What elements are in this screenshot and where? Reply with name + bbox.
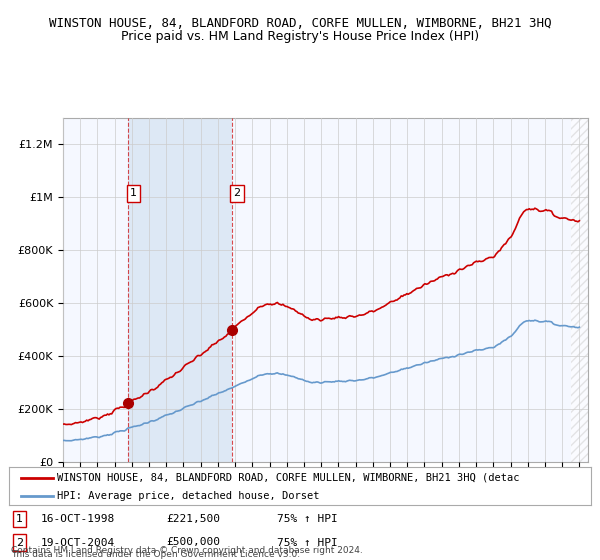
Text: 1: 1 <box>130 188 137 198</box>
Text: £500,000: £500,000 <box>166 538 220 548</box>
Bar <box>571 118 588 462</box>
Text: 75% ↑ HPI: 75% ↑ HPI <box>277 514 337 524</box>
Text: 2: 2 <box>233 188 240 198</box>
Text: This data is licensed under the Open Government Licence v3.0.: This data is licensed under the Open Gov… <box>11 550 300 559</box>
Text: WINSTON HOUSE, 84, BLANDFORD ROAD, CORFE MULLEN, WIMBORNE, BH21 3HQ (detac: WINSTON HOUSE, 84, BLANDFORD ROAD, CORFE… <box>58 473 520 483</box>
Text: HPI: Average price, detached house, Dorset: HPI: Average price, detached house, Dors… <box>58 491 320 501</box>
Text: 16-OCT-1998: 16-OCT-1998 <box>41 514 115 524</box>
Text: 75% ↑ HPI: 75% ↑ HPI <box>277 538 337 548</box>
Text: WINSTON HOUSE, 84, BLANDFORD ROAD, CORFE MULLEN, WIMBORNE, BH21 3HQ: WINSTON HOUSE, 84, BLANDFORD ROAD, CORFE… <box>49 17 551 30</box>
Bar <box>128 118 232 462</box>
Text: 2: 2 <box>16 538 23 548</box>
Text: 1: 1 <box>16 514 23 524</box>
Text: Price paid vs. HM Land Registry's House Price Index (HPI): Price paid vs. HM Land Registry's House … <box>121 30 479 43</box>
Text: 19-OCT-2004: 19-OCT-2004 <box>41 538 115 548</box>
Text: £221,500: £221,500 <box>166 514 220 524</box>
Text: Contains HM Land Registry data © Crown copyright and database right 2024.: Contains HM Land Registry data © Crown c… <box>11 546 362 556</box>
